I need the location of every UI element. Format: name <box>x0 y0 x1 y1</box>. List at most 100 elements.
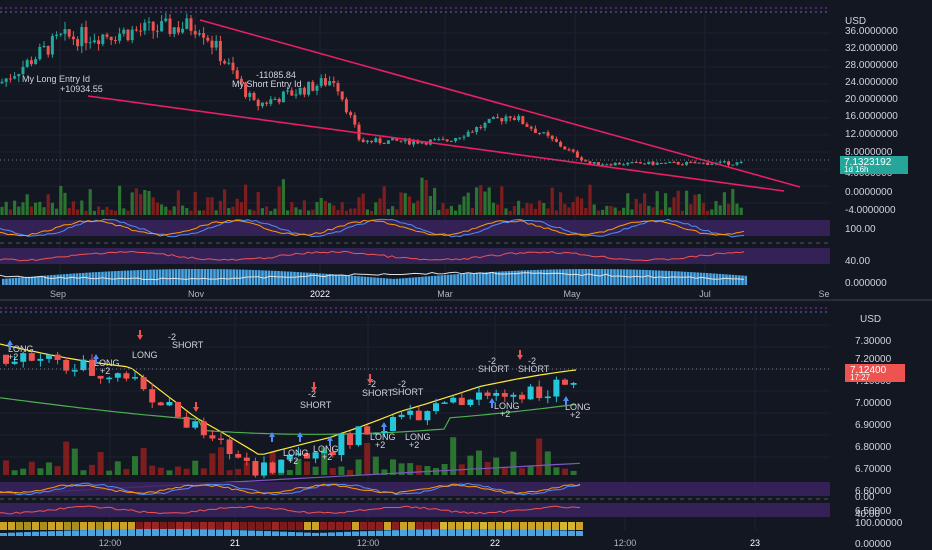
top-macd-bar <box>693 272 696 285</box>
top-volume-bar <box>134 188 138 215</box>
top-volume-bar <box>227 208 231 215</box>
top-candle <box>50 35 54 55</box>
top-candle <box>365 140 369 143</box>
top-volume-bar <box>588 184 592 215</box>
top-macd-bar <box>216 269 219 285</box>
bottom-candle <box>519 394 525 400</box>
top-chart-pane[interactable]: My Long Entry Id +10934.55 -11085.84 My … <box>0 7 908 299</box>
top-macd-bar <box>258 270 261 285</box>
bottom-volume-bar <box>89 464 95 475</box>
top-volume-bar <box>197 210 201 215</box>
top-macd-bar <box>469 273 472 285</box>
top-macd-bar <box>610 269 613 285</box>
top-candle <box>97 40 101 44</box>
top-macd-bar <box>670 271 674 285</box>
bottom-candle <box>329 451 336 456</box>
top-candle <box>592 162 596 164</box>
top-macd-bar <box>699 272 703 285</box>
bottom-chart-pane[interactable]: LONG+2LONG+2LONGSHORT-2-2SHORT-2SHORT-2S… <box>0 307 905 550</box>
signal-plus2-label: +2 <box>288 456 298 466</box>
top-macd-bar <box>635 269 639 285</box>
bottom-macd-bar <box>568 530 575 536</box>
bottom-volume-bar <box>467 455 474 475</box>
top-macd-bar <box>482 272 485 285</box>
top-macd-bar <box>491 271 495 285</box>
top-macd-bar <box>472 273 475 285</box>
top-candle <box>176 27 180 33</box>
signal-minus2-label: -2 <box>398 379 406 389</box>
heat-cell <box>432 522 439 530</box>
top-macd-bar <box>466 273 469 285</box>
heat-cell <box>152 522 159 530</box>
top-candle <box>55 34 59 36</box>
bottom-macd-bar <box>368 530 375 536</box>
signal-long-label: LONG <box>494 401 520 411</box>
top-candle <box>244 82 248 97</box>
bottom-macd-bar <box>400 529 407 536</box>
bottom-candle <box>372 433 379 435</box>
top-volume-bar <box>718 205 722 215</box>
bottom-volume-bar <box>355 459 362 475</box>
top-candle <box>416 140 420 144</box>
top-volume-bar <box>420 177 424 215</box>
top-volume-bar <box>340 202 344 215</box>
top-macd-bar <box>357 276 360 285</box>
top-volume-bar <box>521 208 525 215</box>
bottom-price-tick: 7.00000 <box>855 398 892 409</box>
top-candle <box>294 94 298 96</box>
top-volume-bar <box>294 207 298 215</box>
bottom-macd-bar <box>456 529 463 536</box>
top-volume-bar <box>97 206 101 215</box>
top-volume-bar <box>302 200 306 215</box>
top-candle <box>651 161 655 165</box>
top-volume-bar <box>139 194 143 215</box>
top-candle <box>290 90 294 96</box>
bottom-volume-bar <box>200 468 207 475</box>
top-candle <box>80 27 84 47</box>
top-candle <box>323 78 327 86</box>
bottom-candle <box>450 397 457 403</box>
top-macd-bar <box>344 275 347 285</box>
top-candle <box>689 161 693 163</box>
top-volume-bar <box>46 194 50 215</box>
top-candle <box>21 66 25 75</box>
top-macd-bar <box>430 275 434 285</box>
top-candle <box>718 161 722 163</box>
top-volume-bar <box>441 203 445 215</box>
bottom-countdown: 17:27 <box>850 373 871 382</box>
top-macd-bar <box>405 278 408 285</box>
bottom-volume-bar <box>295 458 302 475</box>
wedge-lower-trendline[interactable] <box>87 95 785 192</box>
bottom-volume-bar <box>510 451 517 475</box>
bottom-macd-bar <box>496 529 503 536</box>
top-candle <box>605 164 609 166</box>
top-candle <box>735 162 739 165</box>
bottom-volume-bar <box>321 447 328 475</box>
top-volume-bar <box>659 209 663 215</box>
bottom-volume-bar <box>553 467 560 475</box>
top-macd-bar <box>616 269 619 285</box>
signal-short-label: SHORT <box>518 364 550 374</box>
top-volume-bar <box>504 208 508 215</box>
top-candle <box>202 33 206 38</box>
bottom-price-tick: 6.70000 <box>855 464 892 475</box>
bottom-macd-bar <box>344 531 351 536</box>
top-volume-bar <box>172 206 176 215</box>
top-currency-label: USD <box>845 16 866 27</box>
top-price-tick: 8.0000000 <box>845 147 893 158</box>
top-macd-bar <box>734 275 738 285</box>
bottom-candle <box>338 433 345 456</box>
signal-plus2-label: +2 <box>500 409 510 419</box>
top-candle <box>706 162 710 165</box>
heat-cell <box>104 522 111 530</box>
bottom-candle <box>192 421 199 428</box>
top-macd-bar <box>376 277 379 285</box>
wedge-upper-trendline[interactable] <box>199 19 801 188</box>
top-macd-bar <box>558 269 562 285</box>
top-volume-bar <box>42 207 46 215</box>
top-candle <box>437 139 441 141</box>
top-candle <box>130 29 134 41</box>
top-volume-bar <box>630 209 634 215</box>
top-volume-bar <box>21 202 25 215</box>
